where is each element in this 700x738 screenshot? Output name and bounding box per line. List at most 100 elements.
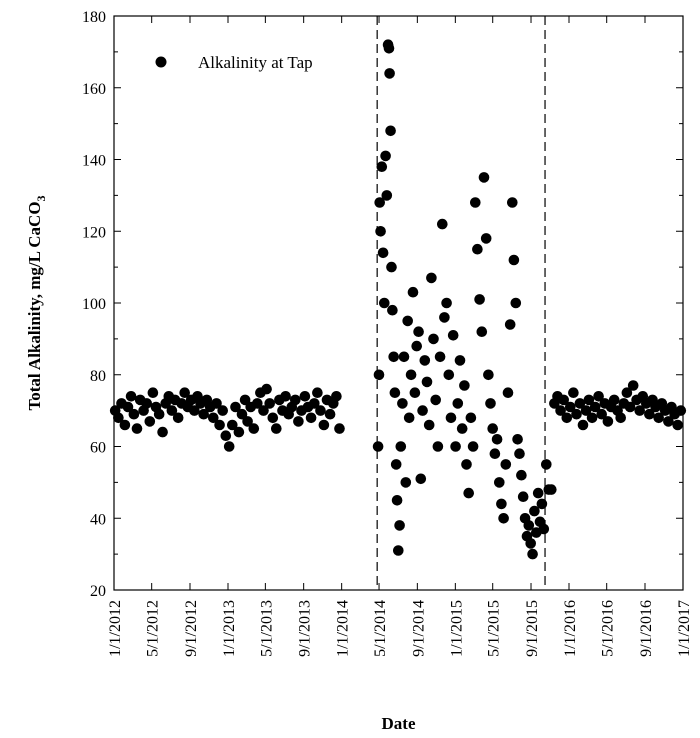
- data-point: [532, 487, 544, 499]
- data-point: [445, 412, 457, 424]
- x-tick-label: 1/1/2013: [221, 600, 238, 657]
- data-point: [525, 538, 536, 549]
- data-point: [672, 419, 683, 431]
- data-point: [463, 487, 475, 499]
- data-point: [419, 355, 431, 366]
- data-point: [258, 405, 269, 416]
- x-tick-label: 9/1/2016: [638, 600, 655, 657]
- data-point: [375, 226, 386, 237]
- data-point: [426, 272, 437, 284]
- data-point: [248, 423, 260, 434]
- data-point: [561, 412, 573, 424]
- data-point: [428, 333, 439, 345]
- data-point: [538, 523, 550, 535]
- data-point: [624, 401, 636, 413]
- data-point: [546, 484, 557, 495]
- data-point: [379, 297, 390, 309]
- data-point: [507, 197, 518, 208]
- data-point: [621, 387, 633, 399]
- data-point: [472, 243, 483, 255]
- data-point: [377, 247, 389, 259]
- data-point: [312, 387, 323, 399]
- data-point: [432, 441, 444, 452]
- data-point: [514, 448, 525, 460]
- data-point: [502, 387, 514, 399]
- data-point: [450, 441, 461, 452]
- data-point: [122, 401, 134, 413]
- data-point: [405, 369, 417, 381]
- x-tick-label: 5/1/2012: [145, 600, 162, 657]
- x-tick-label: 9/1/2013: [297, 600, 314, 657]
- data-point: [267, 412, 279, 424]
- data-point: [381, 190, 393, 201]
- data-point: [452, 398, 464, 409]
- data-point: [128, 408, 140, 420]
- data-point: [454, 355, 466, 366]
- x-tick-label: 1/1/2014: [335, 600, 352, 657]
- data-point: [476, 326, 488, 338]
- data-point: [131, 423, 143, 434]
- data-point: [415, 473, 427, 485]
- y-axis-title: Total Alkalinity, mg/L CaCO3: [25, 195, 48, 410]
- data-point: [147, 387, 159, 399]
- data-point: [390, 459, 402, 470]
- data-point: [309, 398, 320, 409]
- data-point: [589, 401, 601, 413]
- data-point: [500, 459, 512, 470]
- data-point: [541, 459, 552, 470]
- data-point: [211, 398, 222, 409]
- data-point: [565, 401, 576, 413]
- data-point: [383, 43, 395, 54]
- data-point: [470, 197, 481, 208]
- data-point: [663, 416, 674, 427]
- data-point: [402, 315, 414, 327]
- data-point: [571, 408, 582, 420]
- data-point: [634, 405, 645, 416]
- x-tick-label: 9/1/2012: [183, 600, 200, 657]
- data-point: [489, 448, 501, 460]
- data-point: [644, 408, 655, 420]
- data-point: [230, 401, 241, 413]
- data-point: [233, 426, 245, 438]
- data-point: [384, 68, 395, 79]
- data-point: [397, 398, 408, 409]
- data-point: [627, 380, 639, 391]
- data-point: [615, 412, 626, 424]
- data-point: [508, 254, 520, 266]
- x-tick-label: 5/1/2014: [372, 600, 389, 657]
- data-point: [487, 423, 499, 434]
- data-point: [465, 412, 477, 424]
- data-point: [227, 419, 238, 431]
- y-axis-title-subscript: 3: [34, 195, 48, 201]
- data-point: [496, 498, 507, 510]
- data-point: [485, 398, 496, 409]
- data-point: [318, 419, 330, 431]
- data-point: [261, 383, 272, 395]
- data-point: [179, 387, 190, 399]
- data-point: [403, 412, 415, 424]
- data-point: [373, 369, 385, 381]
- data-point: [439, 312, 450, 323]
- data-point: [413, 326, 424, 338]
- data-point: [474, 294, 485, 305]
- x-axis-ticks: 1/1/2012 5/1/2012 9/1/2012 1/1/2013 5/1/2013…: [107, 16, 693, 657]
- x-tick-label: 1/1/2015: [448, 600, 465, 657]
- data-point: [389, 387, 401, 399]
- data-point: [491, 434, 503, 445]
- reference-lines: [376, 16, 546, 590]
- y-tick-label: 120: [82, 224, 106, 241]
- data-point: [293, 416, 304, 427]
- data-point: [574, 398, 586, 409]
- data-point: [153, 408, 165, 420]
- data-point: [305, 412, 317, 424]
- y-tick-label: 100: [82, 296, 106, 313]
- data-point: [467, 441, 479, 452]
- data-point: [214, 419, 225, 431]
- data-point: [299, 391, 311, 402]
- data-point: [391, 495, 403, 506]
- data-point: [271, 423, 282, 434]
- data-point: [527, 548, 538, 560]
- data-point: [568, 387, 579, 399]
- x-axis-title: Date: [382, 714, 416, 733]
- data-markers: [109, 39, 687, 560]
